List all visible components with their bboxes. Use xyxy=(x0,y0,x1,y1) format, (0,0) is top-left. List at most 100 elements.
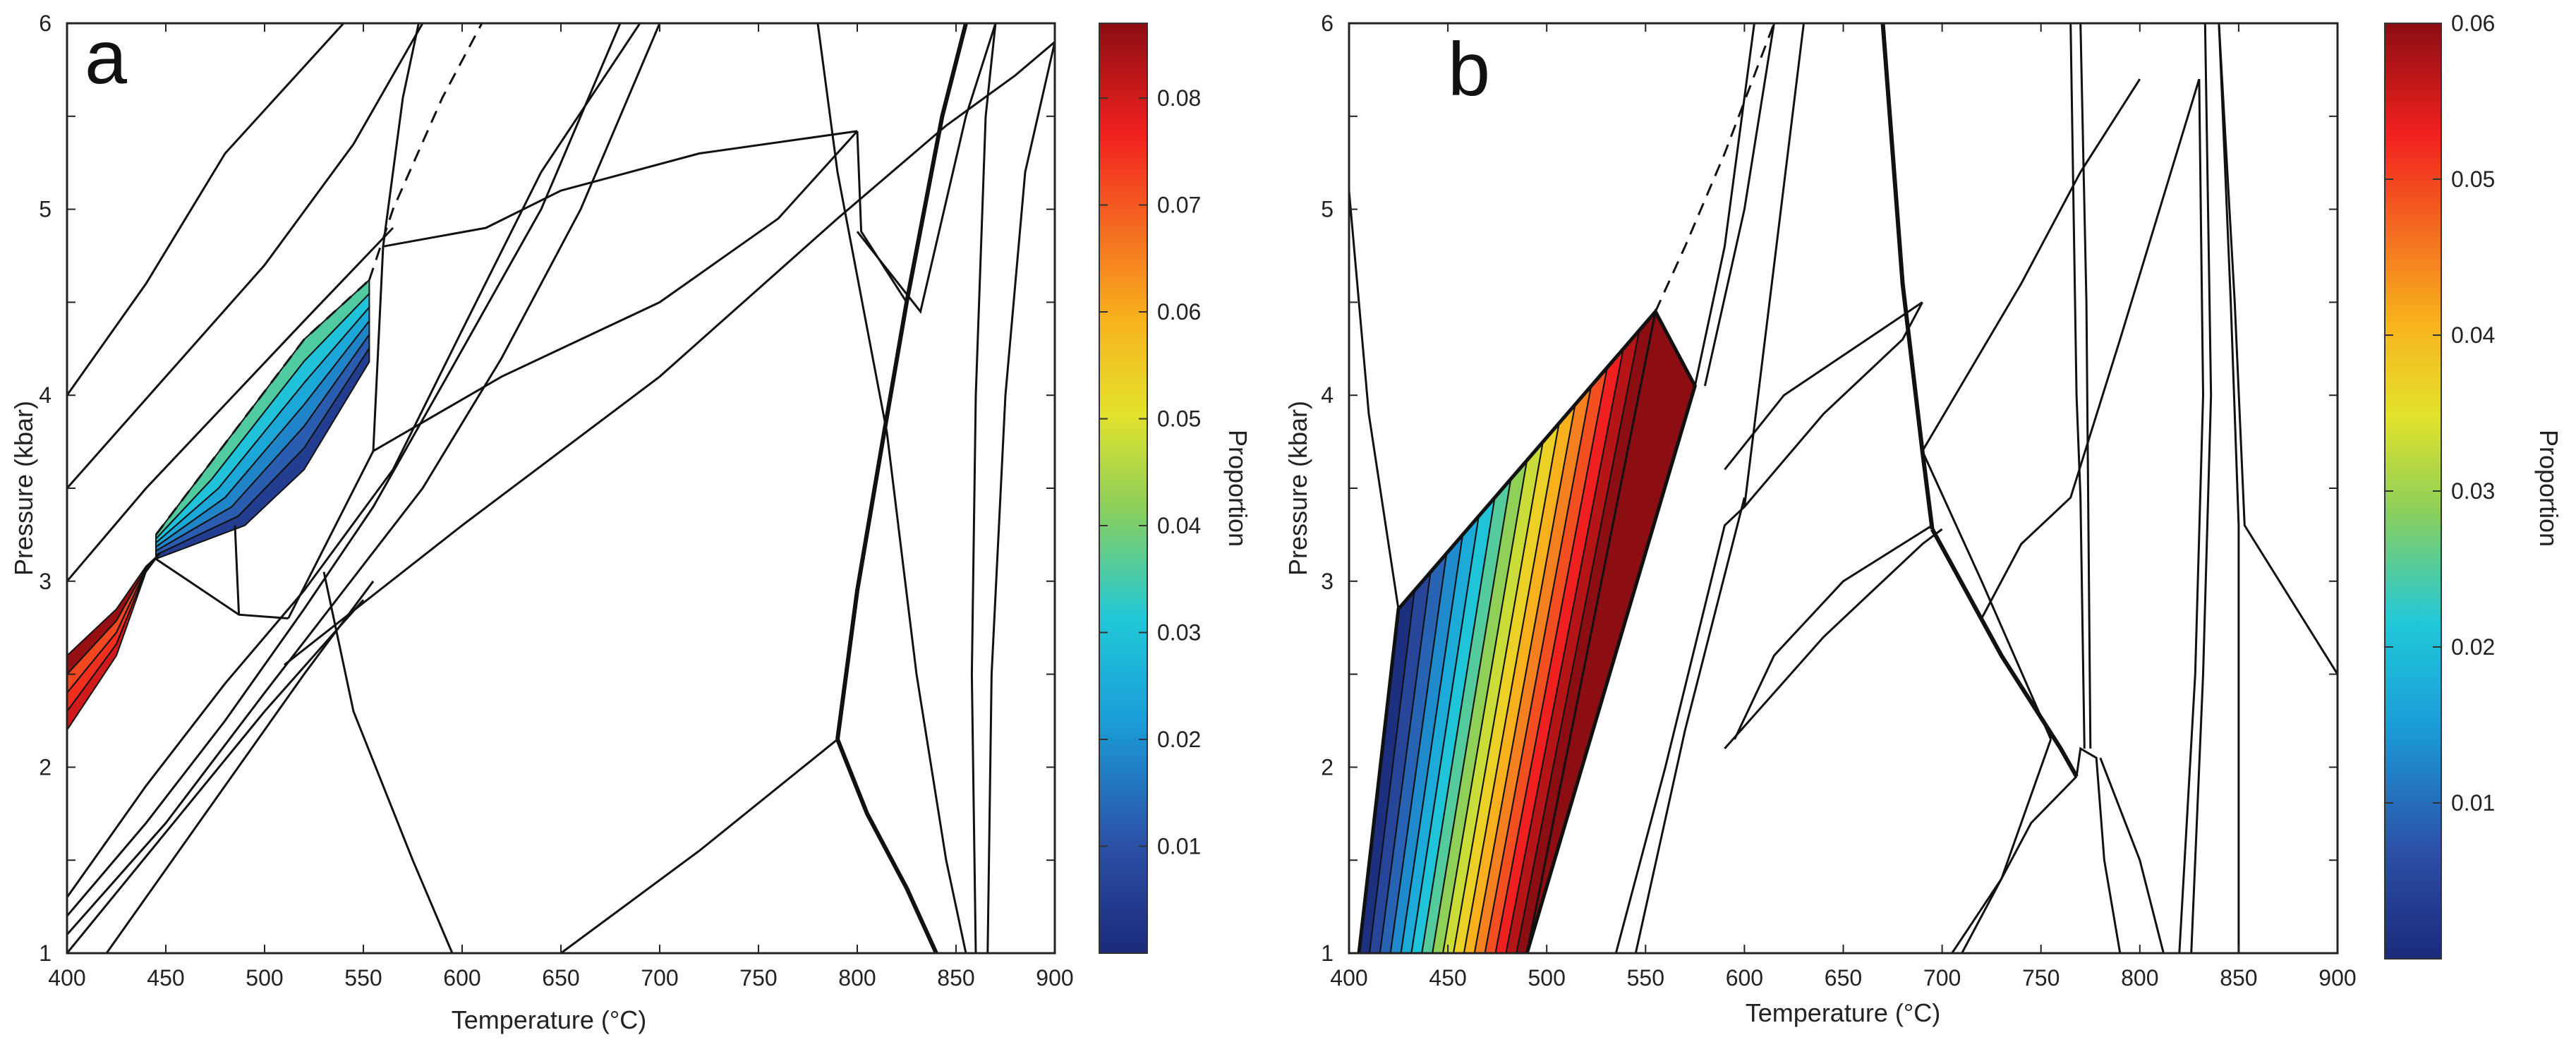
phase-boundary-b-9 xyxy=(1880,23,1935,530)
phase-boundary-b-0 xyxy=(1349,190,1400,610)
y-tick-label-b-3: 3 xyxy=(1321,569,1334,594)
x-axis-label-b: Temperature (°C) xyxy=(1746,998,1940,1027)
phase-boundary-a-22 xyxy=(986,42,1055,953)
y-axis-label-b: Pressure (kbar) xyxy=(1283,401,1312,576)
phase-boundary-b-2 xyxy=(1703,23,1775,387)
phase-boundary-a-18 xyxy=(835,23,968,740)
colorbar-b: 0.01 0.02 0.03 0.04 0.05 0.06 Proportion xyxy=(2384,11,2563,960)
x-tick-label-b-750: 750 xyxy=(2022,965,2060,991)
phase-boundary-b-17 xyxy=(2099,757,2165,953)
x-tick-label-a-450: 450 xyxy=(147,965,184,991)
y-tick-label-a-6: 6 xyxy=(39,11,52,36)
phase-boundaries-b xyxy=(1349,23,2338,953)
colorbar-tick-label-b-0.01: 0.01 xyxy=(2451,790,2495,816)
y-axis-label-a: Pressure (kbar) xyxy=(9,401,38,576)
phase-boundary-b-1 xyxy=(1693,23,1755,387)
colorbar-tick-label-b-0.04: 0.04 xyxy=(2451,322,2495,348)
x-tick-label-b-600: 600 xyxy=(1726,965,1763,991)
phase-boundary-b-24 xyxy=(1654,23,1775,313)
phase-boundary-a-3 xyxy=(67,23,641,898)
x-tick-label-a-700: 700 xyxy=(641,965,678,991)
x-tick-label-b-900: 900 xyxy=(2318,965,2356,991)
x-tick-label-a-850: 850 xyxy=(937,965,974,991)
phase-boundary-b-16 xyxy=(1961,775,2078,953)
colorbar-tick-label-a-0.07: 0.07 xyxy=(1157,193,1201,218)
x-tick-label-a-800: 800 xyxy=(838,965,876,991)
phase-boundary-a-10 xyxy=(234,525,241,615)
phase-boundary-b-18 xyxy=(2069,23,2086,749)
phase-boundary-a-20 xyxy=(816,23,967,953)
panel-a: 400 450 500 550 600 650 700 750 800 850 900 1 2 3 4 5 6… xyxy=(9,11,1252,1034)
y-tick-label-b-5: 5 xyxy=(1321,197,1334,222)
phase-boundary-b-15 xyxy=(1951,739,2052,953)
x-axis-label-a: Temperature (°C) xyxy=(452,1005,646,1034)
field-band-a-1-3 xyxy=(67,552,161,676)
phase-boundary-b-7 xyxy=(1743,301,1923,508)
colorbar-tick-label-a-0.05: 0.05 xyxy=(1157,406,1201,432)
x-tick-label-a-650: 650 xyxy=(542,965,579,991)
phase-boundary-b-5 xyxy=(1734,524,1933,740)
phase-boundary-b-21 xyxy=(2190,23,2213,953)
phase-boundary-b-19 xyxy=(2079,23,2092,749)
y-tick-label-b-2: 2 xyxy=(1321,754,1334,780)
x-tick-label-a-500: 500 xyxy=(246,965,283,991)
phase-boundary-a-16 xyxy=(856,23,997,314)
phase-boundary-b-23 xyxy=(2218,23,2338,675)
colorbar-ticks-b: 0.01 0.02 0.03 0.04 0.05 0.06 xyxy=(2385,11,2495,816)
phase-fields-b xyxy=(1357,308,1697,953)
phase-boundary-a-13 xyxy=(382,130,858,248)
phase-boundary-b-10 xyxy=(1930,528,2079,778)
colorbar-tick-label-a-0.04: 0.04 xyxy=(1157,513,1201,538)
phase-boundary-a-21 xyxy=(970,23,997,953)
colorbar-tick-label-a-0.03: 0.03 xyxy=(1157,620,1201,646)
y-tick-label-a-1: 1 xyxy=(39,940,52,966)
colorbar-tick-label-a-0.06: 0.06 xyxy=(1157,299,1201,325)
phase-boundary-a-19 xyxy=(835,738,938,953)
colorbar-tick-label-a-0.02: 0.02 xyxy=(1157,727,1201,752)
phase-boundary-a-17 xyxy=(560,738,838,953)
phase-boundary-a-1 xyxy=(67,23,345,397)
x-tick-label-a-600: 600 xyxy=(443,965,480,991)
phase-boundary-b-13 xyxy=(1981,78,2201,619)
phase-boundary-b-3 xyxy=(1614,23,1805,953)
x-ticks-b: 400 450 500 550 600 650 700 750 800 850 900 xyxy=(1330,23,2357,991)
phase-boundary-a-4 xyxy=(67,23,622,917)
phase-boundaries-a xyxy=(67,23,1055,953)
y-ticks-b: 1 2 3 4 5 6 xyxy=(1321,11,2338,966)
colorbar-a: 0.01 0.02 0.03 0.04 0.05 0.06 0.07 0.08 Proport… xyxy=(1099,23,1252,954)
phase-boundary-b-8 xyxy=(1724,301,1923,471)
colorbar-tick-label-b-0.06: 0.06 xyxy=(2451,11,2495,36)
x-tick-label-b-800: 800 xyxy=(2121,965,2158,991)
colorbar-label-b: Proportion xyxy=(2534,430,2563,547)
x-tick-label-a-550: 550 xyxy=(344,965,382,991)
y-ticks-a: 1 2 3 4 5 6 xyxy=(39,11,1055,966)
colorbar-label-a: Proportion xyxy=(1223,430,1252,547)
panel-letter-a: a xyxy=(85,14,128,99)
y-tick-label-a-5: 5 xyxy=(39,197,52,222)
phase-boundary-a-7 xyxy=(105,580,375,953)
x-tick-label-b-650: 650 xyxy=(1825,965,1862,991)
colorbar-tick-label-a-0.01: 0.01 xyxy=(1157,834,1201,859)
phase-boundary-a-8 xyxy=(322,571,454,953)
colorbar-tick-label-b-0.02: 0.02 xyxy=(2451,634,2495,660)
x-tick-label-b-400: 400 xyxy=(1330,965,1367,991)
phase-boundary-b-12 xyxy=(1921,78,2141,452)
colorbar-ticks-a: 0.01 0.02 0.03 0.04 0.05 0.06 0.07 0.08 xyxy=(1099,85,1201,859)
x-tick-label-b-550: 550 xyxy=(1627,965,1664,991)
panel-b: 400 450 500 550 600 650 700 750 800 850 900 1 2 3 4 5 6… xyxy=(1283,11,2563,1027)
colorbar-tick-label-b-0.05: 0.05 xyxy=(2451,167,2495,192)
phase-boundary-a-6 xyxy=(67,599,365,953)
colorbar-tick-label-b-0.03: 0.03 xyxy=(2451,478,2495,504)
colorbar-gradient-a xyxy=(1099,23,1148,954)
phase-boundary-b-4 xyxy=(1634,497,1746,953)
x-tick-label-b-450: 450 xyxy=(1429,965,1466,991)
y-tick-label-a-2: 2 xyxy=(39,754,52,780)
phase-boundary-b-6 xyxy=(1724,528,1943,749)
phase-boundary-a-0 xyxy=(67,23,424,489)
phase-boundary-a-9 xyxy=(155,557,289,619)
phase-boundary-a-23 xyxy=(368,23,483,281)
phase-boundary-b-14 xyxy=(2075,746,2122,953)
phase-boundary-a-2 xyxy=(67,226,394,582)
y-tick-label-b-4: 4 xyxy=(1321,382,1334,408)
